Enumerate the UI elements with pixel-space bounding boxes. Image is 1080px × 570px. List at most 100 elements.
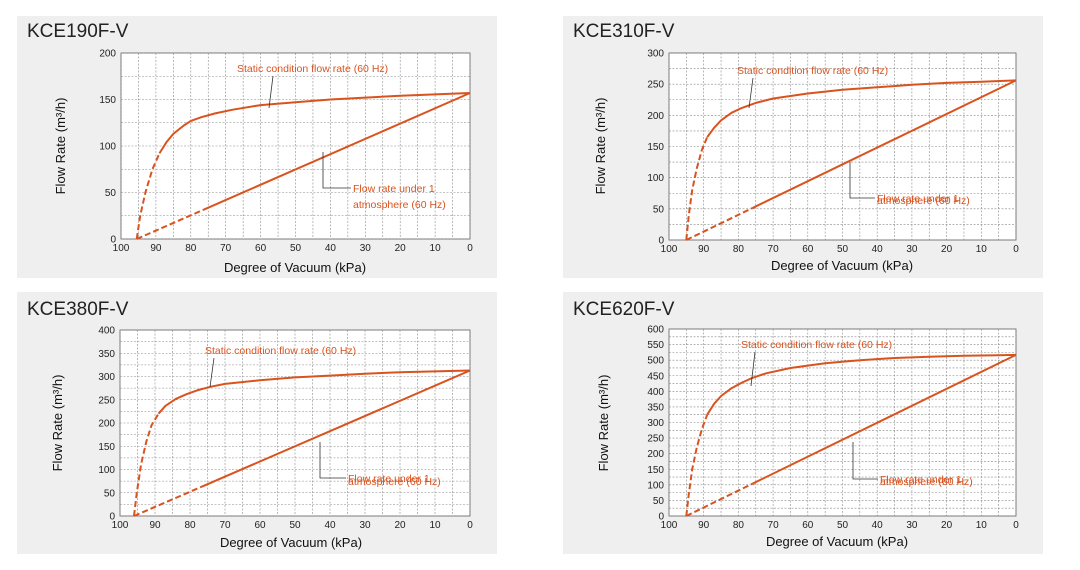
annotation-leader [849,162,875,199]
y-axis-label: Flow Rate (m³/h) [50,375,65,472]
x-tick-label: 60 [802,520,814,531]
x-tick-label: 70 [768,244,780,255]
x-tick-label: 90 [698,244,710,255]
x-tick-label: 20 [395,243,407,254]
y-tick-label: 150 [98,442,115,453]
chart-kce620f-v: 100 90 80 70 60 50 40 30 20 10 0050100150200250300… [563,292,1043,554]
x-tick-label: 60 [254,520,266,531]
y-tick-label: 0 [658,236,664,247]
series-line-0 [706,353,1017,416]
y-tick-label: 100 [647,173,664,184]
annotation-leader [209,357,215,388]
annotation-static-flow: Static condition flow rate (60 Hz) [741,339,892,351]
annotation-leader [322,152,351,189]
x-tick-label: 50 [289,520,301,531]
x-tick-label: 50 [290,243,302,254]
annotation-static-flow: Static condition flow rate (60 Hz) [237,63,388,75]
y-tick-label: 500 [647,356,664,367]
y-tick-label: 600 [647,325,664,336]
x-tick-label: 50 [837,520,849,531]
x-tick-label: 90 [150,243,162,254]
x-tick-label: 40 [325,243,337,254]
y-tick-label: 200 [647,449,664,460]
x-tick-label: 20 [941,244,953,255]
x-tick-label: 40 [324,520,336,531]
chart-panel-kce190f-v: 100 90 80 70 60 50 40 30 20 10 0 0 50 100 150 200 Stati… [17,16,497,278]
series-lines [135,92,471,240]
series-line-1 [200,369,471,488]
x-tick-label: 10 [430,243,442,254]
chart-panel-kce310f-v: 100 90 80 70 60 50 40 30 20 10 0 0 50 100 150 200 250 300… [563,16,1043,278]
y-tick-label: 150 [99,95,116,106]
series-line-1 [202,92,471,211]
annotation-atm-flow-line2: atmosphere (60 Hz) [877,195,970,207]
x-tick-label: 90 [698,520,710,531]
annotations: Static condition flow rate (60 Hz) Flow r… [237,63,446,211]
y-tick-label: 250 [647,434,664,445]
series-line-dashed-0 [135,152,161,240]
annotation-leader [750,351,756,387]
x-tick-label: 0 [467,520,473,531]
x-tick-label: 80 [184,520,196,531]
series-line-dashed-1 [685,482,753,517]
y-tick-label: 0 [109,512,115,523]
x-tick-label: 30 [359,520,371,531]
chart-kce380f-v: 100 90 80 70 60 50 40 30 20 10 0050100150200250300… [17,292,497,554]
y-tick-label: 100 [98,465,115,476]
x-tick-label: 100 [661,520,678,531]
chart-title: KCE310F-V [573,21,675,42]
x-tick-label: 20 [941,520,953,531]
x-tick-label: 10 [429,520,441,531]
series-line-1 [751,354,1017,485]
annotation-static-flow: Static condition flow rate (60 Hz) [205,345,356,357]
annotation-atm-flow-line1: Flow rate under 1 [877,193,959,205]
chart-title: KCE380F-V [27,299,129,320]
x-tick-label: 30 [906,244,918,255]
y-tick-label: 400 [98,326,115,337]
x-tick-label: 70 [768,520,780,531]
x-tick-label: 100 [113,243,130,254]
x-tick-label: 80 [733,244,745,255]
annotation-atm-flow-line2: atmosphere (60 Hz) [353,199,446,211]
annotation-leader [852,442,878,480]
series-line-dashed-1 [685,207,753,241]
x-tick-label: 30 [906,520,918,531]
y-tick-label: 150 [647,142,664,153]
x-tick-label: 0 [467,243,473,254]
x-tick-label: 80 [185,243,197,254]
x-tick-label: 100 [112,520,129,531]
chart-panel-kce620f-v: 100 90 80 70 60 50 40 30 20 10 0 0 50 100 150 200 250 300… [563,292,1043,554]
y-tick-label: 550 [647,340,664,351]
chart-kce310f-v: 100 90 80 70 60 50 40 30 20 10 0050100150200250300… [563,16,1043,278]
y-tick-label: 300 [647,418,664,429]
x-axis-label: Degree of Vacuum (kPa) [766,534,908,549]
y-tick-label: 100 [647,480,664,491]
annotation-atm-flow-line2: atmosphere (60 Hz) [880,476,973,488]
annotation-leader [748,77,754,109]
chart-title: KCE620F-V [573,299,675,320]
series-lines [133,369,471,517]
x-tick-label: 30 [360,243,372,254]
x-tick-label: 100 [661,244,678,255]
y-tick-label: 350 [647,402,664,413]
tick-labels: 100 90 80 70 60 50 40 30 20 10 0050100150200250300… [98,326,473,532]
series-line-dashed-0 [685,414,709,517]
annotation-static-flow: Static condition flow rate (60 Hz) [737,65,888,77]
x-tick-label: 70 [220,243,232,254]
series-line-dashed-1 [133,485,202,517]
y-tick-label: 350 [98,349,115,360]
y-tick-label: 0 [658,512,664,523]
annotations: Static condition flow rate (60 Hz) Flow r… [737,65,970,207]
series-line-1 [751,79,1017,210]
x-tick-label: 0 [1013,244,1019,255]
series-line-0 [157,369,471,415]
x-tick-label: 80 [733,520,745,531]
annotation-atm-flow-line1: Flow rate under 1 [880,474,962,486]
series-line-dashed-0 [685,136,709,241]
series-line-dashed-1 [136,208,204,240]
series-line-dashed-0 [133,413,160,517]
x-axis-label: Degree of Vacuum (kPa) [220,535,362,550]
